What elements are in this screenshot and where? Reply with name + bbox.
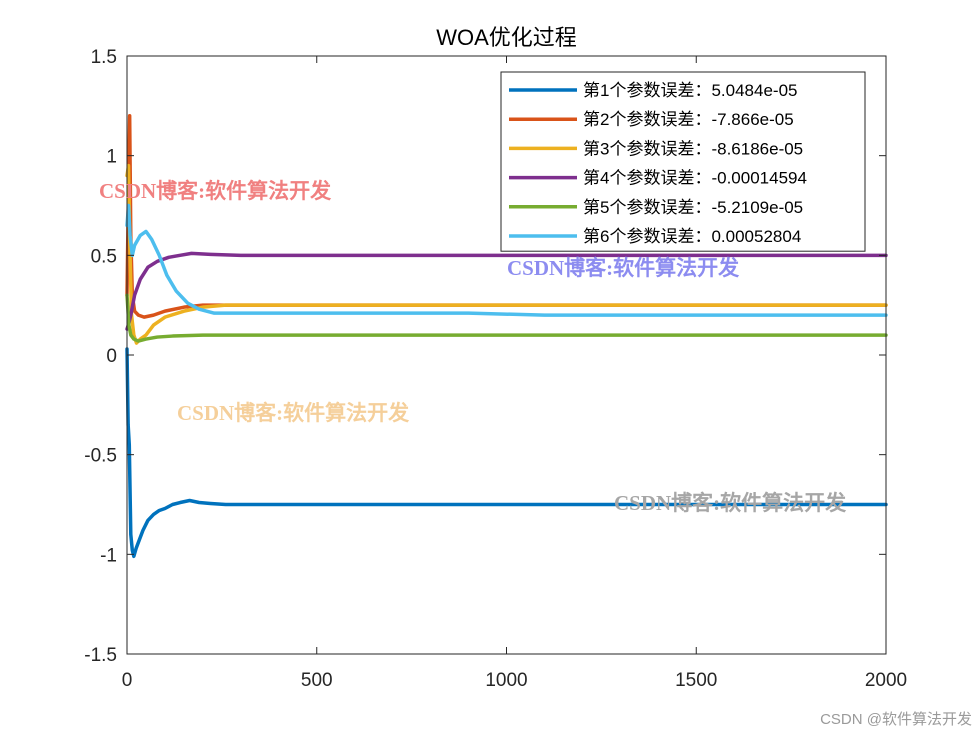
legend: 第1个参数误差：5.0484e-05 第2个参数误差：-7.866e-05 第3个参… xyxy=(500,71,866,252)
watermark-1: CSDN博客:软件算法开发 xyxy=(99,179,332,203)
chart-title: WOA优化过程 xyxy=(436,25,577,50)
legend-label-5: 第5个参数误差：-5.2109e-05 xyxy=(583,198,803,217)
x-tick-label-4: 2000 xyxy=(865,670,907,691)
x-tick-label-2: 1000 xyxy=(485,670,527,691)
y-tick-label-1: -1 xyxy=(100,545,117,566)
legend-box xyxy=(500,71,866,252)
y-tick-label-0: -1.5 xyxy=(84,645,117,666)
legend-label-6: 第6个参数误差：0.00052804 xyxy=(583,227,801,246)
series-line-4 xyxy=(125,251,888,331)
legend-label-1: 第1个参数误差：5.0484e-05 xyxy=(583,81,797,100)
legend-label-2: 第2个参数误差：-7.866e-05 xyxy=(583,110,794,129)
watermark-layer: CSDN博客:软件算法开发 CSDN博客:软件算法开发 CSDN博客:软件算法开… xyxy=(99,179,847,515)
x-tick-label-3: 1500 xyxy=(675,670,717,691)
series-line-1 xyxy=(125,347,888,559)
legend-label-4: 第4个参数误差：-0.00014594 xyxy=(583,169,807,188)
y-tick-label-2: -0.5 xyxy=(84,446,117,467)
watermark-4: CSDN博客:软件算法开发 xyxy=(614,491,847,515)
x-tick-label-0: 0 xyxy=(122,670,133,691)
y-tick-label-4: 0.5 xyxy=(91,246,117,267)
legend-label-3: 第3个参数误差：-8.6186e-05 xyxy=(583,139,803,158)
y-tick-label-6: 1.5 xyxy=(91,47,117,68)
watermark-2: CSDN博客:软件算法开发 xyxy=(507,256,740,280)
ticks-layer: 0 500 1000 1500 2000 -1.5 -1 -0.5 0 0.5 1 1.5 xyxy=(84,47,907,691)
series-line-3 xyxy=(125,163,888,345)
watermark-3: CSDN博客:软件算法开发 xyxy=(177,401,410,425)
csdn-credit: CSDN @软件算法开发 xyxy=(820,710,972,728)
series-line-5 xyxy=(125,293,888,343)
x-tick-label-1: 500 xyxy=(301,670,333,691)
y-tick-label-3: 0 xyxy=(106,346,117,367)
legend-items: 第1个参数误差：5.0484e-05 第2个参数误差：-7.866e-05 第3个参… xyxy=(509,81,807,246)
y-tick-label-5: 1 xyxy=(106,147,117,168)
